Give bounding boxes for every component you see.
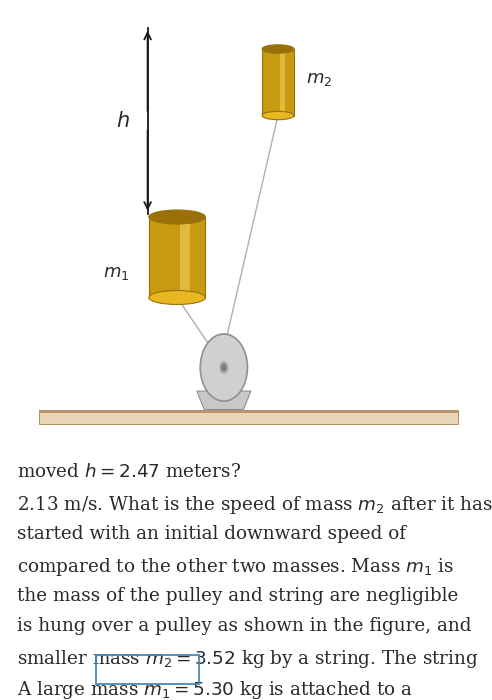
Text: 2.13 m/s. What is the speed of mass $m_2$ after it has: 2.13 m/s. What is the speed of mass $m_2… — [17, 494, 492, 516]
Ellipse shape — [149, 290, 206, 304]
Text: smaller mass $m_2 = 3.52$ kg by a string. The string: smaller mass $m_2 = 3.52$ kg by a string… — [17, 648, 479, 670]
Bar — [262, 49, 294, 116]
FancyBboxPatch shape — [39, 410, 458, 424]
Text: the mass of the pulley and string are negligible: the mass of the pulley and string are ne… — [17, 587, 459, 605]
Bar — [279, 52, 285, 112]
Ellipse shape — [149, 210, 206, 224]
Circle shape — [221, 364, 226, 371]
Text: $m_1$: $m_1$ — [103, 265, 129, 282]
Bar — [180, 220, 190, 294]
Ellipse shape — [262, 111, 294, 120]
Text: started with an initial downward speed of: started with an initial downward speed o… — [17, 525, 406, 543]
Polygon shape — [197, 391, 251, 409]
Text: moved $h = 2.47$ meters?: moved $h = 2.47$ meters? — [17, 463, 241, 482]
Text: is hung over a pulley as shown in the figure, and: is hung over a pulley as shown in the fi… — [17, 617, 472, 636]
Ellipse shape — [262, 45, 294, 53]
Text: $m_2$: $m_2$ — [306, 70, 333, 88]
Text: compared to the other two masses. Mass $m_1$ is: compared to the other two masses. Mass $… — [17, 556, 455, 578]
Circle shape — [219, 360, 229, 374]
Bar — [39, 410, 458, 413]
Text: $h$: $h$ — [116, 111, 130, 131]
Text: A large mass $m_1 = 5.30$ kg is attached to a: A large mass $m_1 = 5.30$ kg is attached… — [17, 679, 413, 700]
Circle shape — [200, 334, 247, 401]
Bar — [149, 217, 206, 298]
